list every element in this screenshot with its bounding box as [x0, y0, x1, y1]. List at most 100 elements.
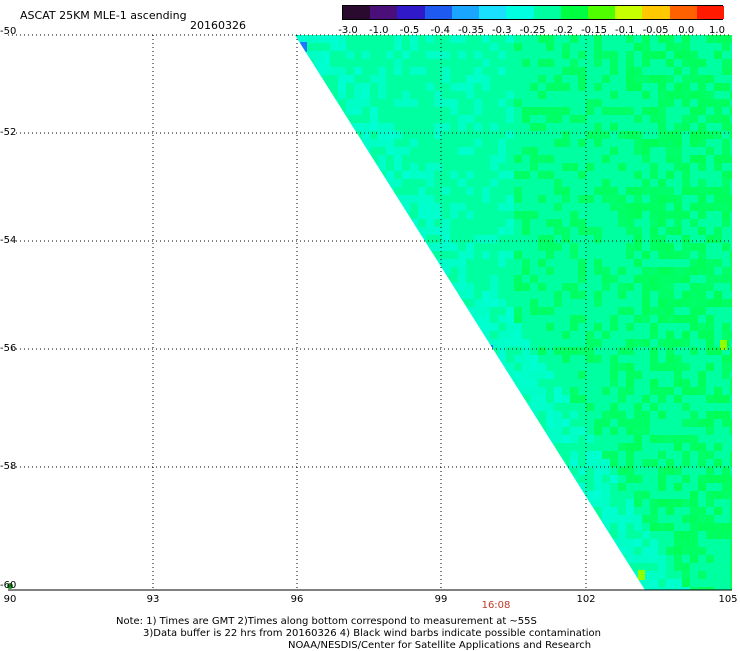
swath-cell: [642, 419, 650, 427]
swath-cell: [658, 131, 666, 139]
swath-cell: [346, 515, 354, 523]
swath-cell: [314, 251, 322, 259]
swath-cell: [330, 475, 338, 483]
swath-cell: [402, 347, 410, 355]
swath-cell: [362, 299, 370, 307]
swath-cell: [522, 355, 530, 363]
swath-cell: [298, 427, 306, 435]
swath-cell: [642, 515, 650, 523]
swath-cell: [554, 571, 562, 579]
swath-cell: [594, 187, 602, 195]
swath-cell: [514, 99, 522, 107]
swath-cell: [570, 507, 578, 515]
swath-cell: [610, 315, 618, 323]
swath-cell: [674, 155, 682, 163]
swath-cell: [514, 155, 522, 163]
swath-cell: [690, 307, 698, 315]
swath-cell: [730, 251, 732, 259]
swath-cell: [706, 419, 714, 427]
swath-cell: [394, 155, 402, 163]
swath-cell: [610, 59, 618, 67]
swath-cell: [690, 299, 698, 307]
color-scale-segment: [642, 6, 671, 19]
swath-cell: [514, 563, 522, 571]
swath-cell: [546, 235, 554, 243]
swath-cell: [410, 219, 418, 227]
swath-cell: [346, 507, 354, 515]
swath-cell: [730, 275, 732, 283]
swath-cell: [362, 195, 370, 203]
swath-cell: [666, 131, 674, 139]
swath-cell: [522, 387, 530, 395]
swath-cell: [610, 147, 618, 155]
swath-cell: [442, 411, 450, 419]
swath-cell: [458, 531, 466, 539]
swath-cell: [498, 411, 506, 419]
swath-cell: [450, 571, 458, 579]
swath-cell: [666, 339, 674, 347]
swath-cell: [594, 99, 602, 107]
swath-cell: [466, 291, 474, 299]
swath-cell: [450, 491, 458, 499]
x-tick-label: 105: [718, 594, 738, 605]
swath-cell: [682, 115, 690, 123]
swath-cell: [690, 139, 698, 147]
swath-cell: [354, 547, 362, 555]
swath-cell: [666, 499, 674, 507]
swath-cell: [386, 491, 394, 499]
swath-cell: [586, 107, 594, 115]
swath-cell: [330, 387, 338, 395]
swath-cell: [442, 467, 450, 475]
swath-cell: [426, 515, 434, 523]
swath-cell: [426, 243, 434, 251]
swath-cell: [498, 507, 506, 515]
swath-cell: [306, 427, 314, 435]
swath-cell: [346, 523, 354, 531]
swath-cell: [690, 531, 698, 539]
swath-cell: [362, 347, 370, 355]
swath-cell: [522, 427, 530, 435]
swath-cell: [594, 291, 602, 299]
swath-cell: [666, 187, 674, 195]
swath-cell: [394, 427, 402, 435]
swath-cell: [674, 539, 682, 547]
swath-cell: [426, 475, 434, 483]
swath-cell: [298, 323, 306, 331]
swath-cell: [586, 355, 594, 363]
swath-cell: [466, 283, 474, 291]
swath-cell: [354, 355, 362, 363]
swath-cell: [626, 51, 634, 59]
swath-cell: [330, 291, 338, 299]
swath-cell: [466, 147, 474, 155]
swath-cell: [378, 267, 386, 275]
swath-cell: [386, 571, 394, 579]
swath-cell: [642, 179, 650, 187]
swath-cell: [370, 323, 378, 331]
x-tick-label: 93: [146, 594, 160, 605]
swath-cell: [730, 563, 732, 571]
swath-cell: [354, 475, 362, 483]
swath-cell: [730, 427, 732, 435]
swath-cell: [410, 195, 418, 203]
swath-cell: [690, 131, 698, 139]
swath-cell: [626, 555, 634, 563]
swath-cell: [610, 515, 618, 523]
swath-cell: [658, 387, 666, 395]
swath-cell: [658, 435, 666, 443]
swath-cell: [514, 411, 522, 419]
swath-cell: [538, 307, 546, 315]
swath-cell: [474, 523, 482, 531]
swath-cell: [522, 211, 530, 219]
swath-cell: [338, 467, 346, 475]
swath-cell: [314, 291, 322, 299]
swath-cell: [362, 587, 370, 590]
swath-cell: [418, 251, 426, 259]
swath-cell: [674, 395, 682, 403]
swath-cell: [530, 459, 538, 467]
swath-cell: [466, 411, 474, 419]
swath-cell: [490, 379, 498, 387]
swath-cell: [338, 139, 346, 147]
swath-cell: [418, 387, 426, 395]
swath-cell: [506, 563, 514, 571]
swath-cell: [322, 523, 330, 531]
